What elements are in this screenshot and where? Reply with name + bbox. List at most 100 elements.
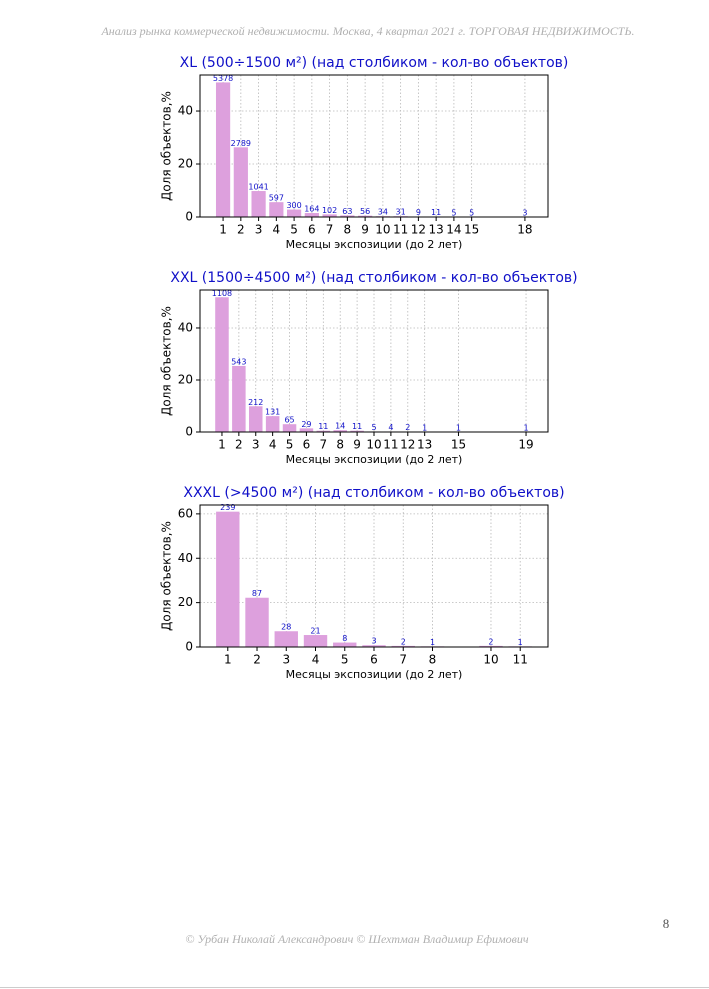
x-tick-label: 7	[399, 653, 407, 667]
bar-count-label: 212	[248, 398, 263, 407]
bar-count-label: 31	[396, 208, 406, 217]
bar-count-label: 2	[488, 637, 493, 646]
chart-title: XL (500÷1500 м²) (над столбиком - кол-во…	[180, 55, 569, 71]
bar	[251, 191, 266, 217]
x-tick-label: 9	[361, 223, 369, 237]
plot-frame	[199, 289, 549, 433]
bar	[299, 428, 314, 432]
bar	[269, 202, 284, 217]
bar-count-label: 1	[456, 423, 461, 432]
bar	[232, 365, 246, 432]
x-tick-label: 9	[353, 438, 361, 452]
bar-count-label: 34	[378, 208, 388, 217]
plot-frame	[199, 74, 549, 218]
y-tick-label: 60	[178, 506, 193, 520]
page-number: 8	[663, 916, 670, 931]
bar-count-label: 164	[304, 205, 319, 214]
x-tick-label: 11	[513, 653, 528, 667]
bar-count-label: 300	[286, 201, 301, 210]
bar	[391, 645, 415, 647]
bar-count-label: 3	[371, 637, 376, 646]
bar	[350, 430, 364, 432]
x-tick-label: 10	[366, 438, 381, 452]
bar	[340, 215, 355, 217]
x-tick-label: 4	[273, 223, 281, 237]
bar	[274, 631, 298, 647]
x-tick-label: 8	[344, 223, 352, 237]
bar-count-label: 1	[518, 638, 523, 647]
x-tick-label: 4	[312, 653, 320, 667]
bar-count-label: 5	[451, 208, 456, 217]
x-tick-label: 4	[269, 438, 277, 452]
bar-count-label: 29	[301, 420, 311, 429]
x-tick-label: 13	[417, 438, 432, 452]
bar	[216, 511, 240, 647]
x-tick-label: 18	[517, 223, 532, 237]
y-axis-label: Доля объектов,%	[160, 521, 174, 631]
bar-count-label: 5378	[213, 74, 233, 83]
bar	[362, 645, 386, 647]
bar	[215, 82, 231, 217]
y-tick-label: 0	[185, 425, 193, 439]
x-tick-label: 2	[235, 438, 243, 452]
y-axis-label: Доля объектов,%	[160, 91, 174, 201]
chart-title: XXL (1500÷4500 м²) (над столбиком - кол-…	[170, 270, 577, 286]
y-tick-label: 0	[185, 210, 193, 224]
x-tick-label: 5	[286, 438, 294, 452]
y-tick-label: 20	[178, 157, 193, 171]
bar-count-label: 102	[322, 206, 337, 215]
y-tick-label: 40	[178, 551, 193, 565]
bar	[248, 406, 263, 432]
bar-count-label: 11	[318, 422, 328, 431]
x-tick-label: 3	[282, 653, 290, 667]
plot-frame	[199, 504, 549, 648]
bar	[303, 635, 328, 647]
x-tick-label: 8	[336, 438, 344, 452]
bar	[479, 645, 503, 647]
bar-count-label: 56	[360, 207, 370, 216]
x-tick-label: 11	[393, 223, 408, 237]
bar-count-label: 2	[405, 423, 410, 432]
x-tick-label: 10	[375, 223, 390, 237]
x-tick-label: 15	[451, 438, 466, 452]
bar-count-label: 63	[342, 207, 352, 216]
bar-count-label: 1041	[248, 183, 268, 192]
bar-count-label: 131	[265, 408, 280, 417]
x-tick-label: 12	[411, 223, 426, 237]
bar-count-label: 1108	[212, 289, 232, 298]
bar	[215, 297, 229, 432]
x-tick-label: 2	[253, 653, 261, 667]
x-tick-label: 3	[252, 438, 260, 452]
x-axis-label: Месяцы экспозиции (до 2 лет)	[286, 238, 463, 251]
bar	[282, 424, 297, 432]
bar-count-label: 87	[252, 589, 262, 598]
x-tick-label: 12	[400, 438, 415, 452]
y-tick-label: 40	[178, 104, 193, 118]
bar	[245, 597, 269, 647]
x-tick-label: 19	[518, 438, 533, 452]
y-tick-label: 0	[185, 640, 193, 654]
bar	[233, 147, 248, 217]
x-axis-label: Месяцы экспозиции (до 2 лет)	[286, 668, 463, 681]
y-tick-label: 20	[178, 372, 193, 386]
x-tick-label: 7	[320, 438, 328, 452]
bar-count-label: 21	[310, 627, 320, 636]
bar-count-label: 9	[416, 208, 421, 217]
x-tick-label: 6	[303, 438, 311, 452]
x-tick-label: 11	[383, 438, 398, 452]
x-tick-label: 3	[255, 223, 263, 237]
bar-count-label: 2	[401, 637, 406, 646]
x-tick-label: 5	[290, 223, 298, 237]
bar-count-label: 2789	[231, 139, 251, 148]
bar-count-label: 1	[430, 638, 435, 647]
bar	[333, 642, 357, 647]
x-tick-label: 1	[218, 438, 226, 452]
bar-count-label: 14	[335, 422, 345, 431]
x-tick-label: 13	[429, 223, 444, 237]
bar-count-label: 11	[431, 208, 441, 217]
x-tick-label: 1	[224, 653, 232, 667]
bar	[304, 213, 319, 217]
bar-count-label: 5	[469, 208, 474, 217]
bar-count-label: 239	[220, 503, 235, 512]
x-tick-label: 6	[370, 653, 378, 667]
